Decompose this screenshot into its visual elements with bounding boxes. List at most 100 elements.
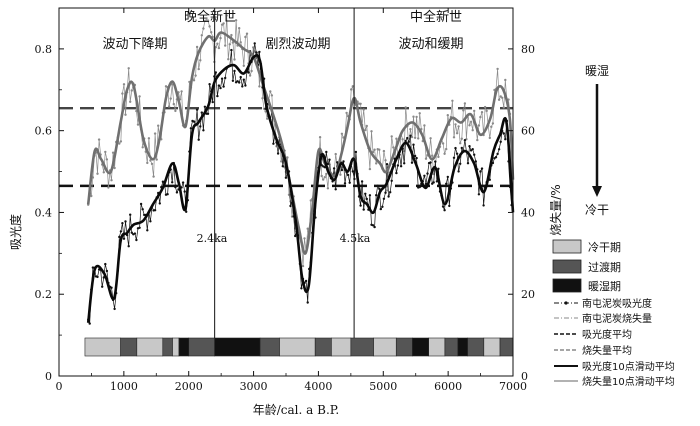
stage-segment-transition [120, 337, 138, 357]
absorbance-point [195, 108, 199, 111]
legend-marker-absorbance [564, 301, 568, 305]
loi-point [382, 149, 386, 153]
loi-point [451, 99, 454, 103]
absorbance-point [253, 42, 256, 45]
loi-point [412, 115, 415, 118]
absorbance-point [443, 209, 446, 212]
x-tick-label: 3000 [240, 380, 268, 393]
stage-segment-transition [467, 337, 485, 357]
y2-tick-label: 60 [521, 125, 535, 138]
absorbance-point [502, 132, 505, 135]
absorbance-point [244, 84, 247, 87]
loi-point [429, 137, 432, 140]
loi-point [460, 137, 463, 140]
loi-point [230, 33, 233, 37]
trend-arrow-head [592, 186, 602, 197]
loi-point [392, 146, 395, 149]
absorbance-point [238, 81, 241, 84]
stage-segment-warm [214, 337, 261, 357]
absorbance-point [242, 78, 245, 81]
absorbance-point [460, 146, 463, 150]
loi-point [266, 117, 269, 120]
absorbance-point [360, 180, 364, 183]
loi-point [228, 43, 231, 46]
loi-point [111, 151, 115, 154]
loi-point [136, 123, 140, 126]
loi-point [323, 176, 326, 179]
absorbance-point [435, 180, 439, 183]
x-tick-label: 5000 [369, 380, 397, 393]
stage-segment-warm [178, 337, 190, 357]
stage-segment-transition [259, 337, 280, 357]
x-tick-label: 1000 [110, 380, 138, 393]
loi-point [496, 67, 499, 71]
legend-label-absorbance-ma: 吸光度10点滑动平均 [582, 360, 675, 373]
loi-point [362, 108, 365, 111]
absorbance-point [133, 232, 137, 235]
loi-point [130, 89, 133, 92]
boundary-label-2.4ka: 2.4ka [197, 232, 228, 245]
absorbance-point [362, 208, 365, 211]
loi-point [102, 171, 106, 174]
loi-point [502, 106, 505, 109]
loi-point [107, 186, 110, 189]
absorbance-point [203, 105, 207, 109]
loi-point [345, 111, 348, 115]
stage-segment-transition [395, 337, 413, 357]
epoch-label-mid: 中全新世 [410, 9, 462, 25]
absorbance-point [423, 174, 426, 177]
loi-point [395, 137, 398, 140]
loi-point [365, 124, 368, 128]
loi-point [445, 147, 448, 151]
loi-point [244, 35, 247, 39]
absorbance-point [174, 185, 177, 189]
loi-point [473, 109, 476, 113]
loi-point [197, 67, 200, 71]
absorbance-point [88, 322, 91, 325]
loi-point [431, 154, 434, 157]
loi-point [490, 125, 493, 128]
loi-point [141, 146, 144, 149]
absorbance-point [166, 193, 169, 196]
loi-point [320, 174, 323, 178]
loi-point [339, 173, 342, 176]
loi-point [384, 159, 387, 162]
loi-point [326, 187, 330, 190]
y2-tick-label: 20 [521, 288, 535, 301]
absorbance-point [224, 76, 227, 80]
absorbance-point [381, 205, 384, 208]
absorbance-point [403, 162, 406, 165]
absorbance-point [96, 275, 99, 279]
absorbance-point [354, 150, 358, 154]
absorbance-point [130, 231, 133, 234]
loi-point [477, 124, 481, 127]
stage-segment-transition [162, 337, 173, 357]
loi-point [301, 264, 305, 268]
loi-point [227, 58, 230, 61]
stage-segment-transition [314, 337, 332, 357]
absorbance-point [504, 138, 507, 141]
loi-point [222, 22, 225, 25]
loi-point [149, 159, 152, 162]
loi-point [476, 138, 479, 142]
absorbance-point [373, 225, 376, 229]
legend-label-loi: 南屯泥炭烧失量 [582, 312, 652, 325]
loi-point [122, 83, 126, 86]
absorbance-point [146, 229, 149, 232]
absorbance-point [289, 204, 292, 208]
loi-point [480, 111, 484, 114]
x-tick-label: 2000 [175, 380, 203, 393]
loi-point [105, 158, 109, 161]
loi-point [206, 19, 210, 22]
loi-point [322, 178, 325, 181]
loi-point [167, 105, 171, 108]
absorbance-point [468, 145, 471, 148]
stage-segment-cold [172, 337, 180, 357]
loi-point [424, 157, 428, 160]
absorbance-point [415, 156, 418, 160]
y-tick-label: 0.6 [35, 125, 53, 138]
loi-point [252, 46, 255, 49]
loi-moving-average-line [86, 31, 515, 255]
loi-point [147, 137, 151, 140]
